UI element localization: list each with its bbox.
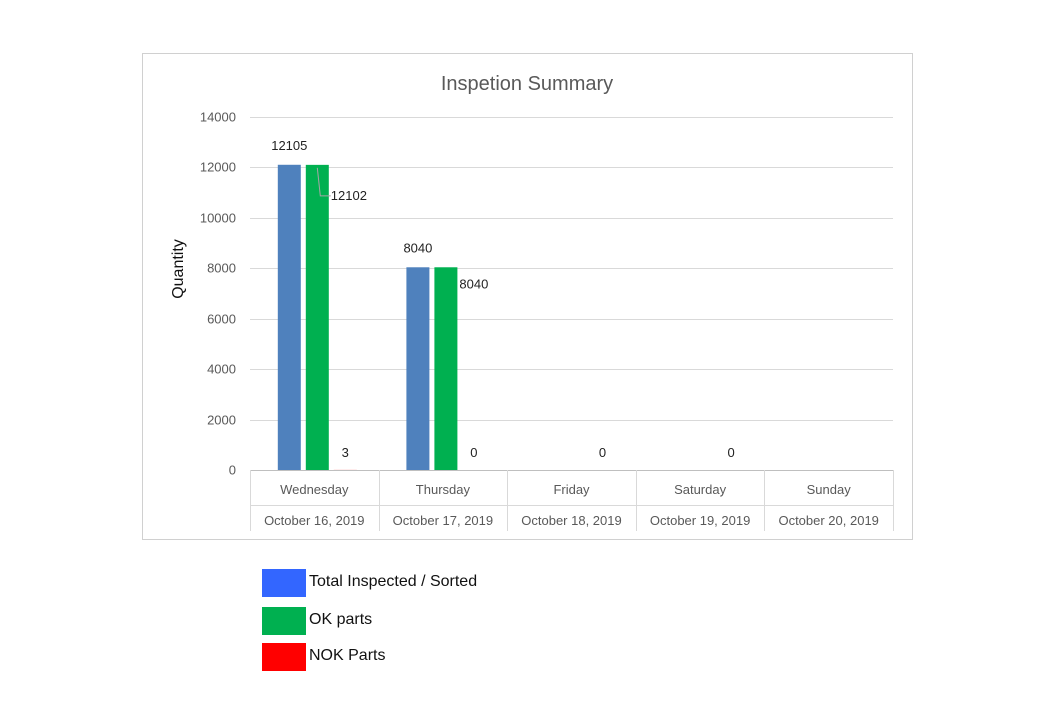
chart-title: Inspetion Summary <box>441 73 613 95</box>
legend-label: OK parts <box>309 611 373 628</box>
legend-swatch <box>262 643 306 671</box>
legend-item: OK parts <box>262 607 562 635</box>
y-tick-label: 6000 <box>207 312 236 327</box>
x-tick-date-label: October 20, 2019 <box>778 513 878 528</box>
x-tick-date-label: October 16, 2019 <box>264 513 364 528</box>
data-label: 0 <box>727 445 734 460</box>
legend-label: NOK Parts <box>309 647 386 664</box>
x-tick-label: Thursday <box>416 482 471 497</box>
legend-item: NOK Parts <box>262 643 562 671</box>
x-tick-date-label: October 18, 2019 <box>521 513 621 528</box>
y-tick-label: 10000 <box>200 211 236 226</box>
legend-label: Total Inspected / Sorted <box>309 573 478 590</box>
data-label: 8040 <box>459 276 488 291</box>
x-tick-label: Sunday <box>807 482 852 497</box>
data-label: 12105 <box>271 138 307 153</box>
x-tick-label: Friday <box>553 482 590 497</box>
legend-swatch <box>262 569 306 597</box>
x-tick-date-label: October 19, 2019 <box>650 513 750 528</box>
y-tick-label: 4000 <box>207 362 236 377</box>
legend-item: Total Inspected / Sorted <box>262 569 562 597</box>
data-label: 3 <box>342 445 349 460</box>
bar <box>434 267 458 470</box>
legend-swatch <box>262 607 306 635</box>
data-label: 0 <box>470 445 477 460</box>
y-tick-label: 8000 <box>207 261 236 276</box>
x-axis <box>250 470 894 531</box>
y-tick-label: 2000 <box>207 413 236 428</box>
x-tick-label: Wednesday <box>280 482 349 497</box>
data-label: 12102 <box>331 188 367 203</box>
y-tick-label: 12000 <box>200 160 236 175</box>
x-tick-label: Saturday <box>674 482 727 497</box>
bar <box>406 267 430 470</box>
bar <box>277 164 301 470</box>
gridlines <box>250 117 893 421</box>
category-labels: Wednesday October 16, 2019 Thursday October… <box>264 482 879 528</box>
leader-line <box>316 167 331 197</box>
chart-border <box>142 53 913 540</box>
bar <box>305 164 329 470</box>
data-label: 8040 <box>403 240 432 255</box>
y-tick-label: 14000 <box>200 110 236 125</box>
y-tick-label: 0 <box>229 463 236 478</box>
data-label: 0 <box>599 445 606 460</box>
y-axis-label: Quantity <box>170 239 187 299</box>
bars <box>277 164 458 470</box>
y-axis-ticks: 0 2000 4000 6000 8000 10000 12000 14000 <box>200 110 236 478</box>
x-tick-date-label: October 17, 2019 <box>393 513 493 528</box>
data-labels: 12105 12102 3 8040 8040 0 0 0 <box>271 138 734 460</box>
